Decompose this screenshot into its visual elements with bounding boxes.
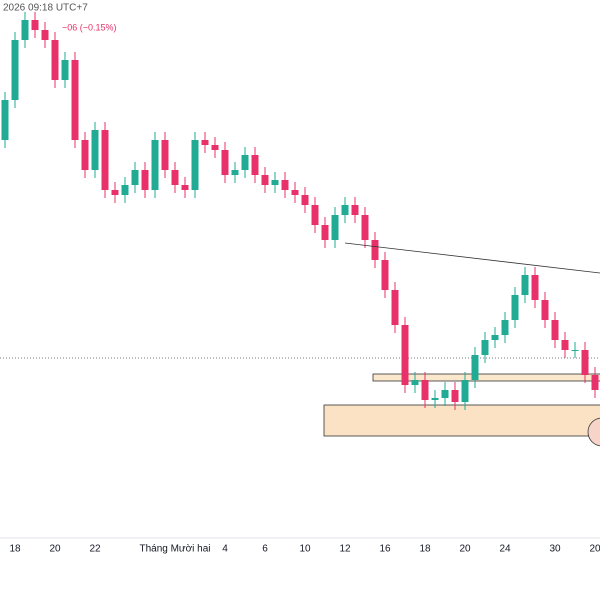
x-tick-label: 20 [49,544,61,555]
candle-body [481,340,489,355]
candle-body [521,275,529,295]
x-tick-label: 20 [589,544,600,555]
candle-body [491,335,499,340]
candle-body [171,170,179,185]
candle-body [551,320,559,340]
candle-body [71,60,79,140]
candle-body [151,140,159,190]
x-tick-label: 30 [549,544,561,555]
zone-upper [372,373,600,382]
candle-body [461,380,469,402]
x-tick-label: Tháng Mười hai [139,544,210,555]
zone-lower [323,404,600,437]
x-tick-label: 24 [499,544,511,555]
candle-body [21,20,29,40]
candle-body [381,260,389,290]
x-tick-label: 12 [339,544,351,555]
header-time: 2026 09:18 UTC+7 [3,3,88,14]
candle-body [411,380,419,385]
candle-body [351,205,359,215]
candle-body [281,180,289,190]
candle-body [371,240,379,260]
candle-body [561,340,569,350]
candle-body [501,320,509,335]
candle-body [391,290,399,325]
candle-body [91,130,99,170]
candle-body [361,215,369,240]
x-tick-label: 22 [89,544,101,555]
candle-body [131,170,139,185]
candle-body [11,40,19,100]
candle-body [541,300,549,320]
candle-body [141,170,149,190]
candle-body [311,205,319,225]
candle-body [41,30,49,40]
candle-body [321,225,329,240]
candle-body [161,140,169,170]
candle-body [81,140,89,170]
candle-body [211,145,219,150]
candle-body [331,215,339,240]
candle-body [191,140,199,190]
candle-body [181,185,189,190]
candle-body [401,325,409,385]
candle-body [531,275,539,300]
candle-body [431,398,439,400]
candle-body [271,180,279,185]
candle-body [451,390,459,402]
x-tick-label: 18 [9,544,21,555]
marker-circle [587,417,600,447]
candle-body [221,150,229,175]
x-tick-label: 10 [299,544,311,555]
candle-body [581,350,589,375]
candle-body [251,155,259,175]
x-tick-label: 4 [222,544,228,555]
candle-body [441,390,449,398]
candle-body [591,375,599,390]
candle-body [1,100,9,140]
candle-body [471,355,479,380]
candle-body [61,60,69,80]
candle-body [201,140,209,145]
candle-body [301,195,309,205]
x-tick-label: 18 [419,544,431,555]
candle-body [571,350,579,351]
x-tick-label: 6 [262,544,268,555]
candle-body [291,190,299,195]
candle-body [261,175,269,185]
candle-body [421,380,429,400]
x-tick-label: 20 [459,544,471,555]
x-tick-label: 16 [379,544,391,555]
price-change: −06 (−0.15%) [62,22,117,32]
candle-body [241,155,249,170]
candle-body [51,40,59,80]
candle-body [341,205,349,215]
candle-body [231,170,239,175]
candle-body [31,20,39,30]
candle-body [511,295,519,320]
candle-body [121,185,129,195]
trendline [344,242,600,274]
candle-body [101,130,109,190]
candle-body [111,190,119,195]
